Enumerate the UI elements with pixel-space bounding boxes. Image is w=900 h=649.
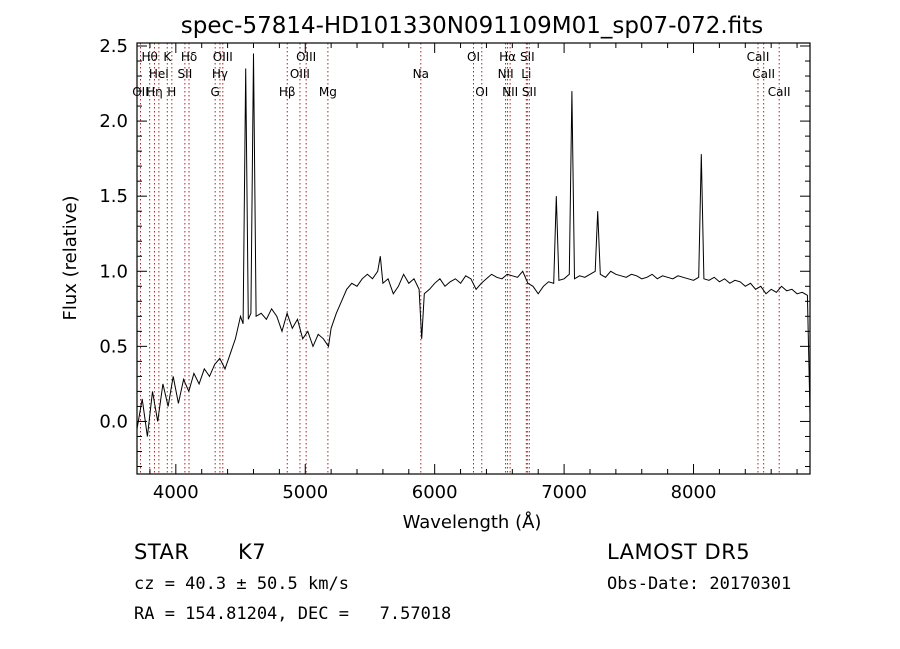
- spectral-line-markers: OIIHθHηHeIKHSIIHδGHγOIIIHβOIIIOIIIMgNaOI…: [132, 43, 791, 474]
- x-tick-label: 8000: [671, 482, 717, 503]
- line-label-18: NII: [498, 67, 514, 81]
- x-tick-label: 7000: [541, 482, 587, 503]
- line-label-17: OI: [475, 85, 488, 99]
- line-label-10: OIII: [213, 50, 233, 64]
- x-tick-label: 5000: [282, 482, 328, 503]
- observation-date: Obs-Date: 20170301: [607, 574, 792, 594]
- x-tick-label: 6000: [412, 482, 458, 503]
- y-tick-label: 0.0: [99, 411, 128, 432]
- line-label-12: OIII: [290, 67, 310, 81]
- line-label-19: Hα: [499, 50, 516, 64]
- object-subclass: K7: [238, 540, 267, 564]
- y-tick-label: 1.5: [99, 186, 128, 207]
- y-tick-label: 2.5: [99, 36, 128, 57]
- x-tick-label: 4000: [153, 482, 199, 503]
- y-tick-label: 2.0: [99, 111, 128, 132]
- line-label-11: Hβ: [279, 85, 296, 99]
- line-label-5: H: [167, 85, 176, 99]
- line-label-22: SII: [520, 50, 535, 64]
- line-label-26: CaII: [768, 85, 791, 99]
- line-label-1: Hθ: [141, 50, 157, 64]
- line-label-0: OII: [132, 85, 149, 99]
- y-axis-label: Flux (relative): [60, 195, 81, 320]
- line-label-6: SII: [178, 67, 193, 81]
- line-label-13: OIII: [296, 50, 316, 64]
- chart-title: spec-57814-HD101330N091109M01_sp07-072.f…: [181, 13, 763, 39]
- line-label-9: Hγ: [212, 67, 228, 81]
- line-label-24: CaII: [747, 50, 770, 64]
- y-axis-ticks: 0.0 0.5 1.0 1.5 2.0 2.5: [99, 36, 810, 467]
- line-label-23: SII: [522, 85, 537, 99]
- line-label-3: HeI: [149, 67, 169, 81]
- y-tick-label: 0.5: [99, 336, 128, 357]
- line-label-25: CaII: [752, 67, 775, 81]
- line-label-20: NII: [502, 85, 518, 99]
- line-label-15: Na: [413, 67, 429, 81]
- redshift-cz: cz = 40.3 ± 50.5 km/s: [134, 574, 349, 594]
- spectrum-line: [136, 53, 811, 437]
- x-axis-label: Wavelength (Å): [403, 511, 542, 533]
- coordinates: RA = 154.81204, DEC = 7.57018: [134, 604, 452, 624]
- line-label-8: G: [211, 85, 220, 99]
- line-label-2: Hη: [146, 85, 163, 99]
- plot-frame: [136, 42, 811, 475]
- line-label-21: Li: [521, 67, 531, 81]
- line-label-16: OI: [467, 50, 480, 64]
- survey-name: LAMOST DR5: [607, 540, 751, 564]
- line-label-7: Hδ: [181, 50, 197, 64]
- object-class: STAR: [134, 540, 190, 564]
- x-axis-ticks: 4000 5000 6000 7000 8000: [149, 43, 798, 503]
- line-label-14: Mg: [319, 85, 337, 99]
- y-tick-label: 1.0: [99, 261, 128, 282]
- line-label-4: K: [163, 50, 172, 64]
